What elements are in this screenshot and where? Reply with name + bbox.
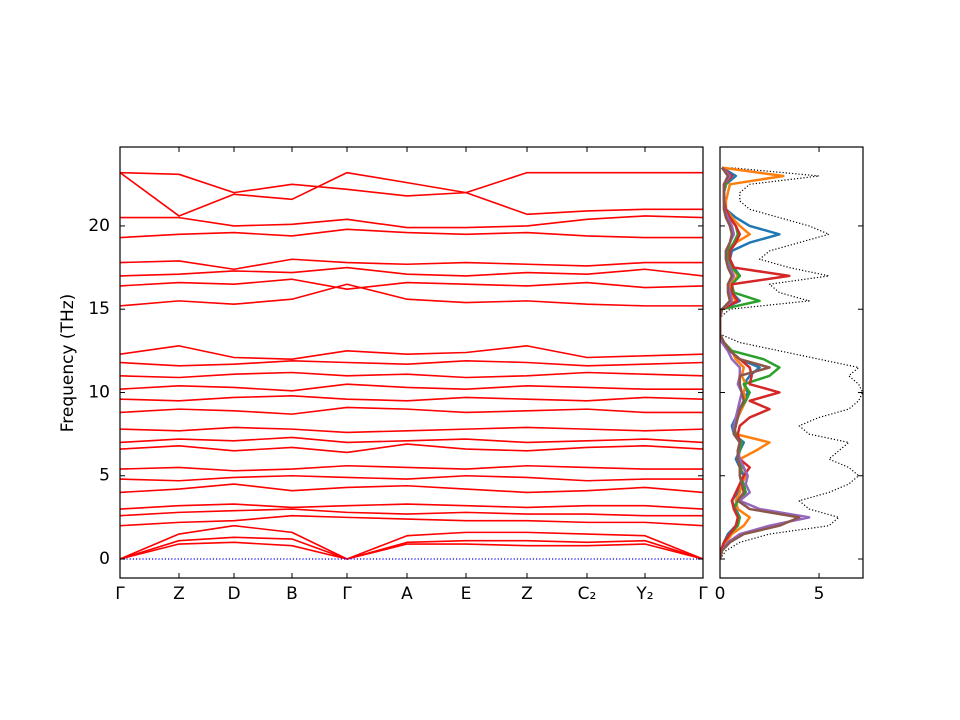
dos-curve bbox=[720, 166, 785, 560]
band bbox=[120, 443, 703, 454]
y-tick-label: 10 bbox=[88, 382, 110, 402]
band bbox=[120, 258, 703, 271]
band bbox=[120, 406, 703, 415]
plot-frame bbox=[719, 146, 864, 579]
band bbox=[120, 278, 703, 291]
x-tick-label: Γ bbox=[342, 584, 352, 604]
x-tick-label: Y₂ bbox=[635, 584, 653, 604]
x-tick-label: Γ bbox=[115, 584, 125, 604]
band bbox=[120, 383, 703, 392]
band bbox=[120, 436, 703, 444]
band bbox=[120, 483, 703, 494]
x-tick-label: A bbox=[401, 584, 413, 604]
x-tick-label: Z bbox=[521, 584, 533, 604]
dos-curve bbox=[720, 166, 801, 560]
y-tick-label: 0 bbox=[99, 549, 110, 569]
x-tick-label: 5 bbox=[814, 584, 825, 604]
band bbox=[120, 464, 703, 472]
x-tick-label: Z bbox=[173, 584, 185, 604]
y-tick-label: 20 bbox=[88, 216, 110, 236]
dos-curve bbox=[720, 166, 781, 560]
x-tick-label: C₂ bbox=[578, 584, 597, 604]
band bbox=[120, 474, 703, 482]
band bbox=[120, 283, 703, 307]
x-tick-label: B bbox=[286, 584, 298, 604]
band bbox=[120, 371, 703, 379]
band bbox=[120, 395, 703, 402]
y-tick-label: 15 bbox=[88, 299, 110, 319]
band bbox=[120, 541, 703, 560]
band bbox=[120, 345, 703, 360]
y-tick-label: 5 bbox=[99, 466, 110, 486]
band bbox=[120, 426, 703, 434]
x-tick-label: E bbox=[461, 584, 472, 604]
band bbox=[120, 228, 703, 239]
y-axis-label: Frequency (THz) bbox=[58, 294, 78, 433]
dos-curve bbox=[720, 166, 791, 560]
band bbox=[120, 514, 703, 527]
x-tick-label: 0 bbox=[715, 584, 726, 604]
plot-frame bbox=[119, 146, 704, 579]
band bbox=[120, 503, 703, 510]
band bbox=[120, 508, 703, 517]
band bbox=[120, 266, 703, 277]
band bbox=[120, 524, 703, 560]
dos-curve bbox=[720, 166, 781, 560]
x-tick-label: Γ bbox=[698, 584, 708, 604]
band bbox=[120, 171, 703, 217]
dos-curve bbox=[720, 166, 811, 560]
band bbox=[120, 171, 703, 197]
band bbox=[120, 360, 703, 367]
x-tick-label: D bbox=[227, 584, 240, 604]
band bbox=[120, 536, 703, 560]
band bbox=[120, 215, 703, 229]
